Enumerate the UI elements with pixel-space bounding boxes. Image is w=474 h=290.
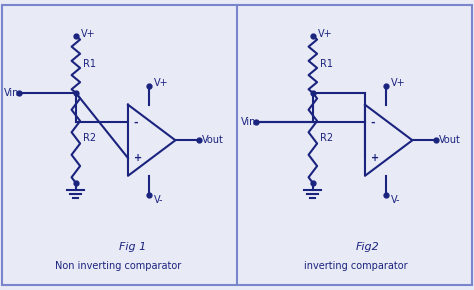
Text: V-: V- (154, 195, 164, 204)
Text: V+: V+ (318, 29, 332, 39)
Text: R2: R2 (83, 133, 96, 143)
Text: V+: V+ (154, 78, 169, 88)
Text: R1: R1 (83, 59, 96, 69)
Text: Vout: Vout (201, 135, 223, 145)
Text: -: - (134, 117, 138, 128)
Text: R2: R2 (320, 133, 333, 143)
Text: Vout: Vout (438, 135, 460, 145)
Text: Fig 1: Fig 1 (118, 242, 146, 252)
Text: +: + (371, 153, 379, 163)
Text: R1: R1 (320, 59, 333, 69)
Text: -: - (371, 117, 375, 128)
Text: Fig2: Fig2 (356, 242, 379, 252)
Text: V+: V+ (81, 29, 95, 39)
Text: Vin: Vin (241, 117, 256, 128)
Text: inverting comparator: inverting comparator (304, 261, 407, 271)
Text: V+: V+ (391, 78, 406, 88)
Text: Non inverting comparator: Non inverting comparator (55, 261, 182, 271)
Text: Vin: Vin (4, 88, 19, 98)
Text: V-: V- (391, 195, 401, 204)
FancyBboxPatch shape (2, 5, 472, 285)
Text: +: + (134, 153, 142, 163)
